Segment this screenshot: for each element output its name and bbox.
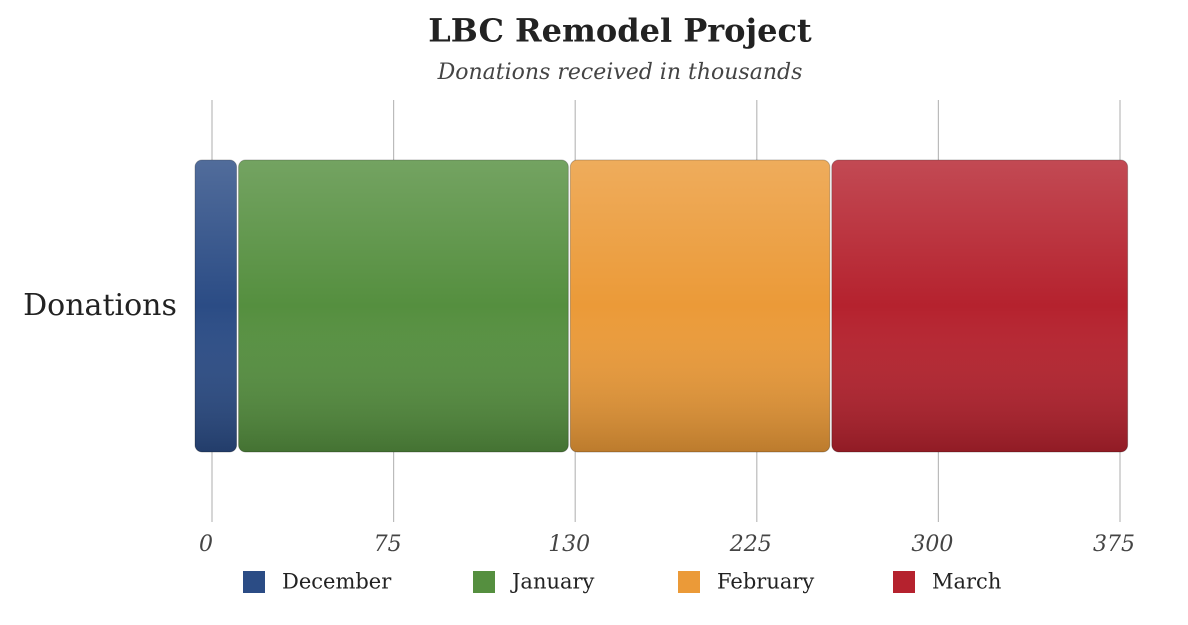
legend-label: December [282,570,392,594]
category-label: Donations [23,288,177,323]
chart-subtitle: Donations received in thousands [437,60,803,85]
bar-shade [831,160,1128,452]
x-tick-label: 130 [548,532,590,557]
bars [194,159,1129,453]
legend-label: February [717,570,814,594]
bar-shade [238,160,569,452]
chart-title: LBC Remodel Project [428,12,812,50]
bar-shade [195,160,237,452]
x-tick-label: 225 [729,532,772,557]
legend-swatch [243,571,265,593]
legend-label: March [932,570,1001,594]
legend-label: January [510,570,595,594]
labels: 0 75 130 225 300 375 Donations December January F… [23,288,1135,594]
legend-swatch [678,571,700,593]
x-tick-label: 300 [911,532,953,557]
legend-swatch [893,571,915,593]
x-tick-label: 75 [374,532,402,557]
x-tick-label: 375 [1093,532,1135,557]
x-tick-label: 0 [199,532,213,557]
legend-swatch [473,571,495,593]
bar-shade [570,160,830,452]
